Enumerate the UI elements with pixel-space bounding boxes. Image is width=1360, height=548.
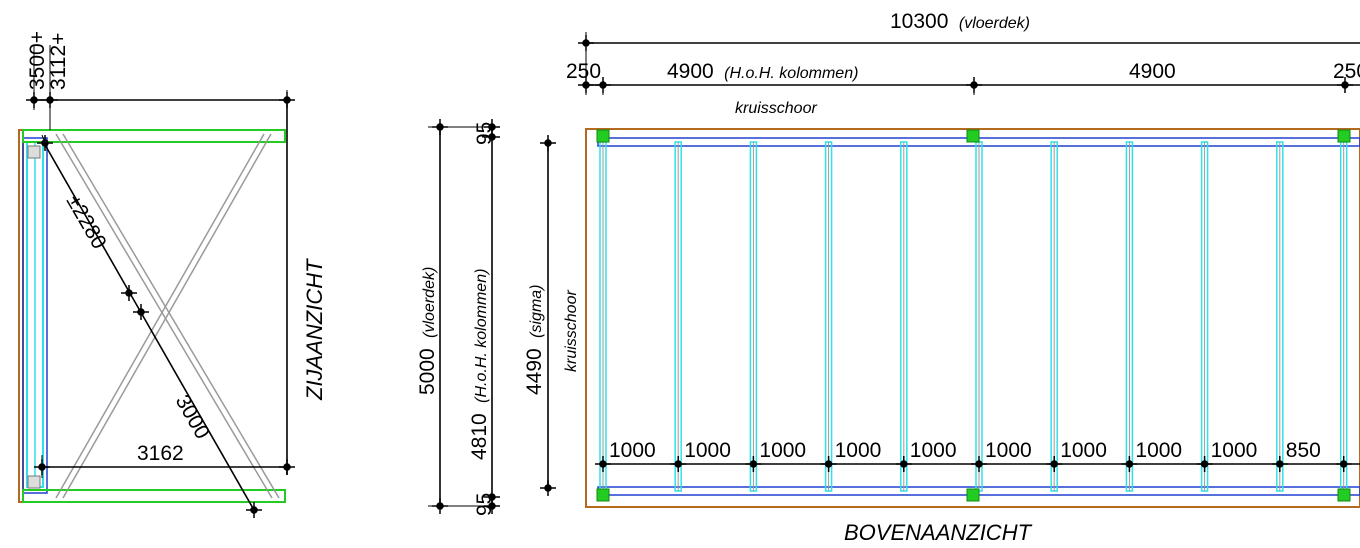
side-beam [22,137,48,494]
spacing-marker [745,456,762,472]
kruisschoor-top: kruisschoor [735,100,817,117]
top-dimension-markers [432,35,1353,514]
spacing-label: 1000 [759,439,806,462]
side-bottom-member [22,489,286,503]
depth-total-value: 5000 [416,348,439,395]
side-diag-2280: ±2280 [62,191,111,253]
joist [674,141,682,492]
offset-top: 95 [473,122,496,145]
column-bottom-right [1337,488,1351,502]
spacing-label: 1000 [1060,439,1107,462]
side-dim-3500: 3500+ [26,31,49,90]
joist [824,141,833,492]
spacing-marker [670,456,687,472]
spacing-label: 850 [1286,439,1321,462]
top-view: 10300 (vloerdek) 250 4900 (H.o.H. kolomm… [416,10,1360,545]
side-view-title: ZIJAANZICHT [302,258,327,401]
depth-total-note: (vloerdek) [421,267,438,338]
spacing-label: 1000 [910,439,957,462]
side-width-3162: 3162 [137,442,184,465]
span-1: 4900 (H.o.H. kolommen) [667,60,858,83]
side-dimension-markers [26,92,295,518]
side-brace-1b [62,133,280,499]
total-width: 10300 (vloerdek) [890,10,1030,33]
edge-left: 250 [566,60,601,83]
offset-bottom: 95 [473,493,496,516]
joist [1050,141,1058,492]
spacing-marker [1335,456,1352,472]
spacing-label: 1000 [684,439,731,462]
joist [599,141,607,492]
depth-total: 5000 (vloerdek) [416,267,439,395]
side-brace-2a [55,133,265,499]
spacing-marker [1046,456,1063,472]
spacing-label: 1000 [609,439,656,462]
spacing-marker [1196,456,1213,472]
spacing-marker [1121,456,1138,472]
spacing-marker [1271,456,1288,472]
span-1-value: 4900 [667,60,714,83]
depth-sigma-value: 4490 [523,348,546,395]
side-brace-2b [62,133,272,499]
column-bottom-left [596,488,610,502]
joist [900,141,908,492]
side-column-bottom [27,475,41,489]
column-top-right [1337,129,1351,143]
spacing-marker [971,456,987,472]
spacing-marker [820,456,837,472]
joist [1200,141,1209,492]
spacing-label: 1000 [985,439,1032,462]
column-top-mid [966,129,980,143]
deck-outline [585,128,1360,508]
depth-columns: 4810 (H.o.H. kolommen) [468,269,491,460]
depth-columns-note: (H.o.H. kolommen) [473,269,490,403]
column-top-left [596,129,610,143]
depth-columns-value: 4810 [468,413,491,460]
spacing-marker [595,456,611,472]
total-width-note: (vloerdek) [959,15,1030,32]
spacing-labels: 1000 1000 1000 1000 1000 1000 1000 1000 1000 850 [609,439,1321,462]
total-width-value: 10300 [890,10,948,33]
side-diag-3000: 3000 [171,391,214,443]
side-column-top [27,145,41,159]
span-2: 4900 [1129,60,1176,83]
spacing-label: 1000 [835,439,882,462]
kruisschoor-side: kruisschoor [563,290,580,372]
joist [749,141,758,492]
joist [1276,141,1284,492]
side-top-member [22,129,286,143]
spacing-label: 1000 [1135,439,1182,462]
spacing-label: 1000 [1211,439,1258,462]
depth-sigma-note: (sigma) [528,284,545,337]
joist [975,141,983,492]
joist [1339,141,1348,492]
joist [1125,141,1134,492]
column-bottom-mid [966,488,980,502]
edge-right: 250 [1333,60,1360,83]
top-view-title: BOVENAANZICHT [844,520,1033,545]
spacing-marker [895,456,912,472]
side-brace-1a [55,133,273,499]
spacing-markers [595,456,1352,472]
depth-sigma: 4490 (sigma) [523,284,546,395]
side-dim-3112: 3112+ [47,33,70,90]
columns [596,129,1351,502]
span-1-note: (H.o.H. kolommen) [724,65,858,82]
side-view: 3500+ 3112+ ±2280 3000 3162 ZIJAANZICHT [18,31,327,518]
